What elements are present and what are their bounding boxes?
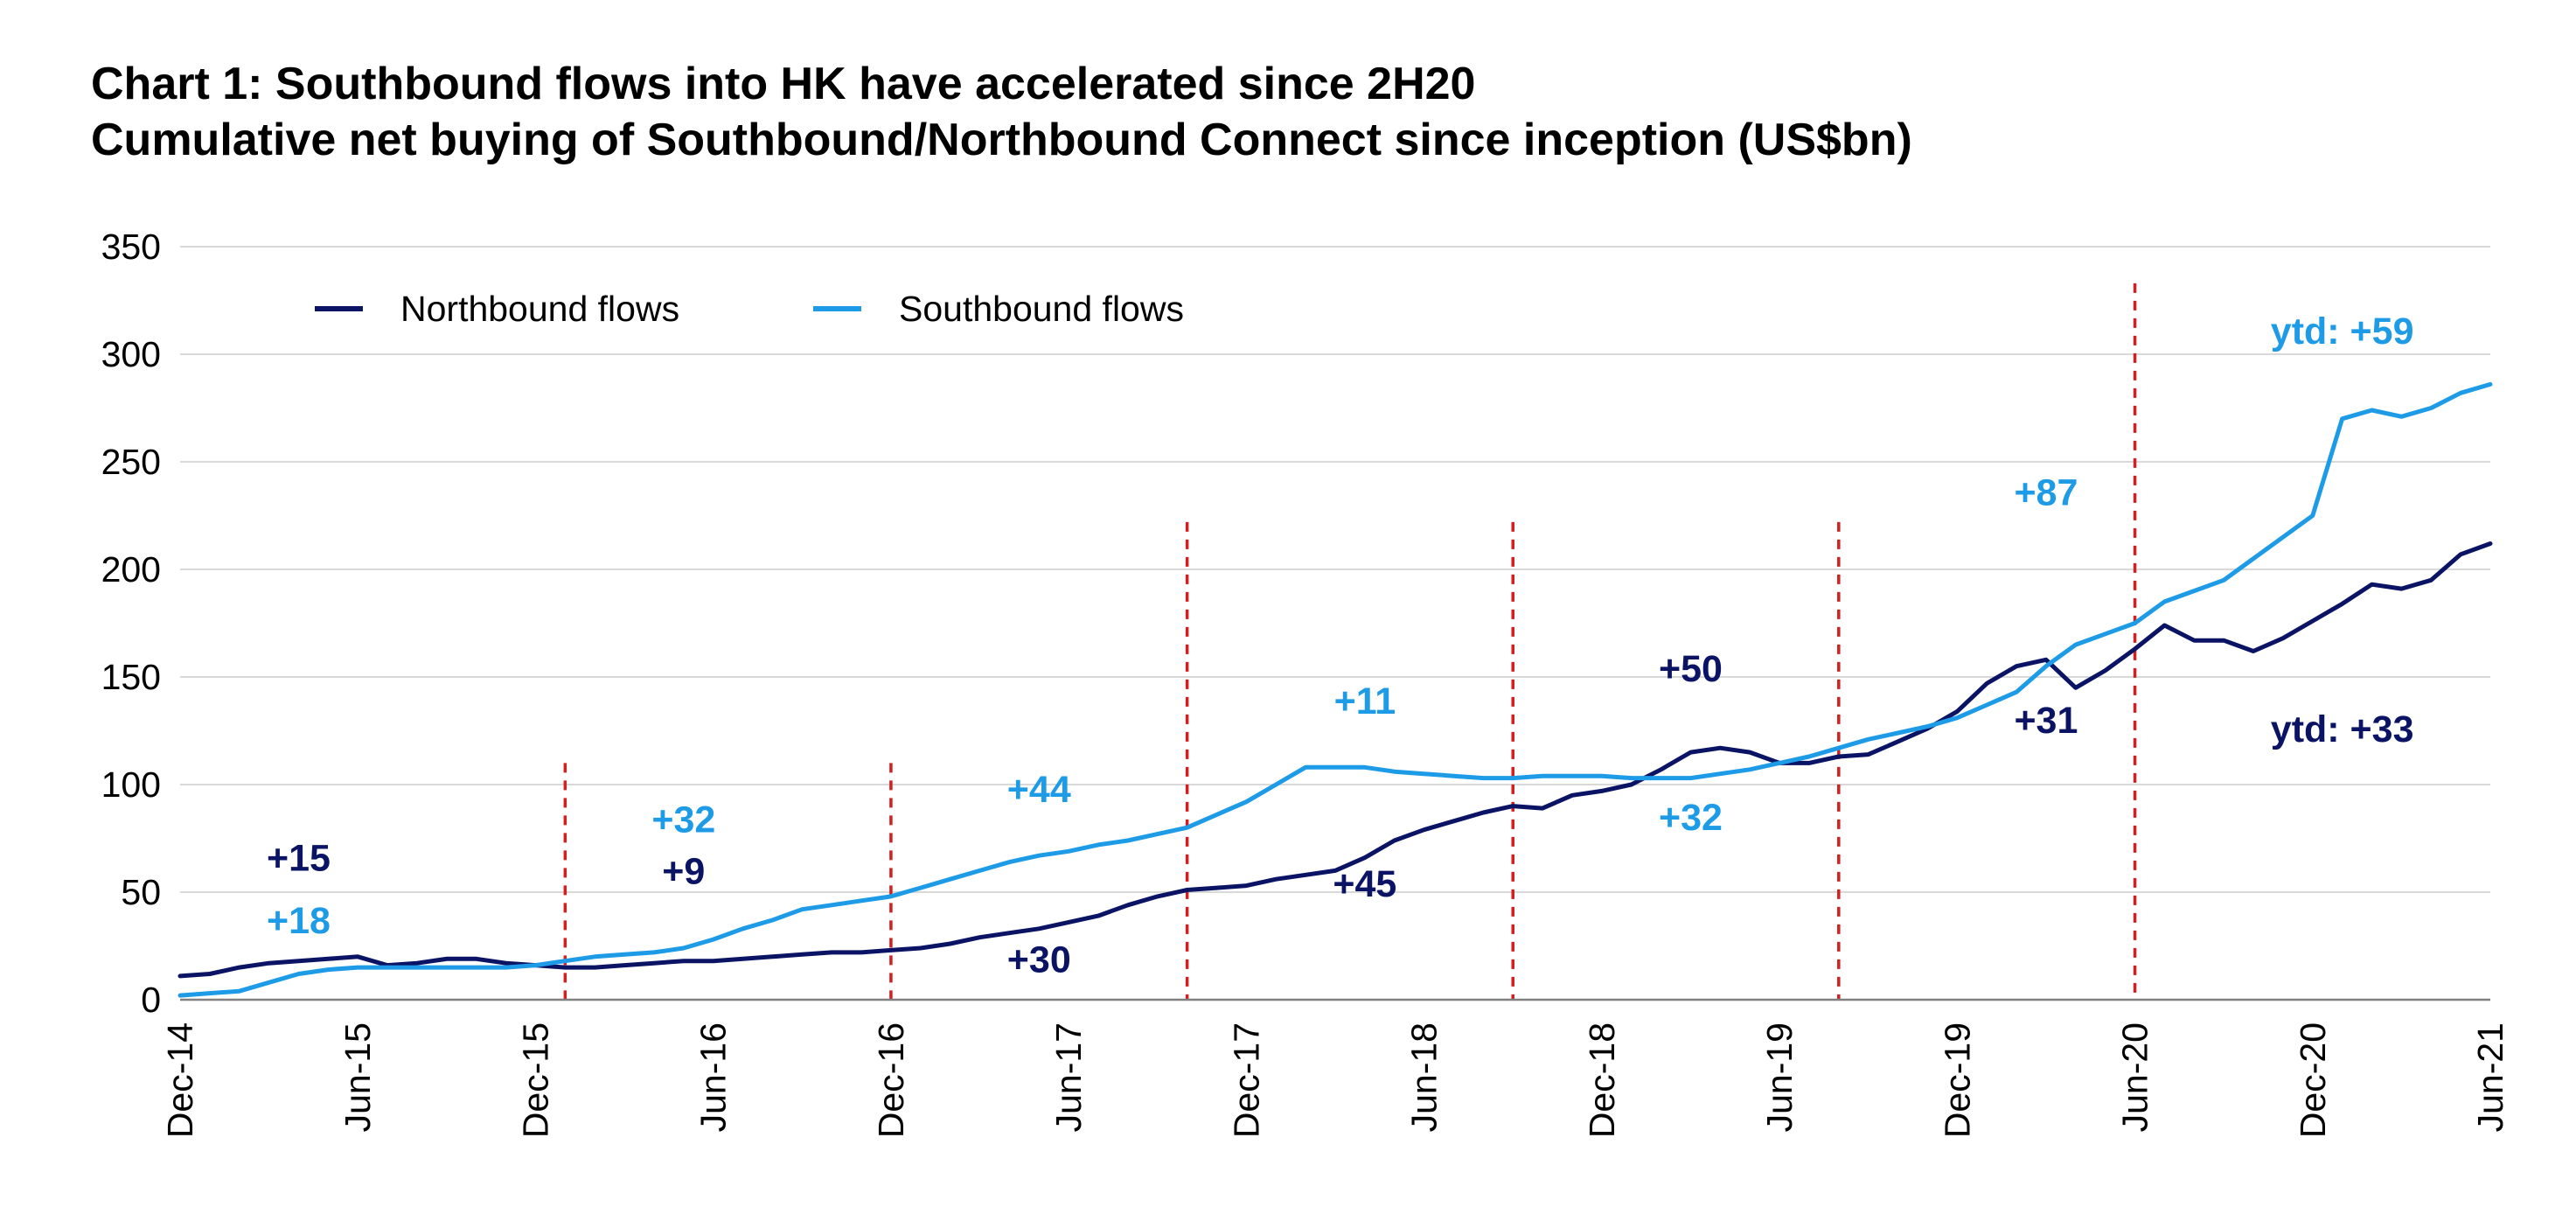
y-tick-label: 100 [101,764,161,805]
x-tick-label: Dec-17 [1226,1022,1266,1138]
legend-label: Southbound flows [899,289,1184,329]
y-tick-label: 50 [121,872,161,912]
annotation-label: +44 [1007,769,1071,811]
y-axis-ticks: 0 50 100 150 200 250 300 350 [101,227,161,1020]
x-tick-label: Dec-19 [1937,1022,1977,1138]
chart-subtitle: Cumulative net buying of Southbound/Nort… [91,115,1912,165]
x-tick-label: Jun-20 [2115,1022,2155,1132]
legend-label: Northbound flows [400,289,679,329]
x-axis-ticks: Dec-14 Jun-15 Dec-15 Jun-16 Dec-16 Jun-17 Dec-… [160,1022,2510,1138]
legend: Northbound flows Southbound flows [315,289,1184,329]
annotations: +15 +18 +32 +9 +44 +30 +11 +45 +50 +32 +87 +31 ytd: … [267,310,2413,980]
y-tick-label: 0 [141,980,161,1020]
x-tick-label: Jun-19 [1759,1022,1800,1132]
x-tick-label: Jun-18 [1404,1022,1445,1132]
annotation-label: +15 [267,838,331,880]
annotation-label: ytd: +59 [2271,310,2414,352]
series-lines [178,381,2493,998]
gridlines [180,246,2490,893]
annotation-label: +9 [662,850,705,892]
annotation-label: +11 [1334,680,1396,722]
chart-title: Chart 1: Southbound flows into HK have a… [91,59,1476,109]
y-tick-label: 200 [101,549,161,590]
annotation-label: +50 [1659,648,1723,690]
annotation-label: +30 [1007,938,1071,980]
annotation-label: +87 [2014,471,2078,513]
y-tick-label: 350 [101,227,161,267]
x-tick-label: Dec-20 [2293,1022,2333,1138]
x-tick-label: Dec-16 [871,1022,911,1138]
annotation-label: +32 [651,799,715,841]
x-tick-label: Dec-15 [516,1022,556,1138]
series-line-southbound-flows [178,381,2493,998]
x-tick-label: Dec-14 [160,1022,200,1138]
x-tick-label: Jun-21 [2470,1022,2510,1132]
series-line-northbound-flows [178,541,2493,979]
y-tick-label: 300 [101,334,161,374]
x-tick-label: Dec-18 [1582,1022,1622,1138]
x-tick-label: Jun-16 [693,1022,734,1132]
annotation-label: ytd: +33 [2271,708,2414,750]
x-tick-label: Jun-15 [338,1022,378,1132]
annotation-label: +31 [2014,700,2078,742]
annotation-label: +18 [267,900,331,942]
annotation-label: +32 [1659,797,1723,839]
y-tick-label: 250 [101,442,161,482]
y-tick-label: 150 [101,657,161,697]
annotation-label: +45 [1333,863,1396,905]
x-tick-label: Jun-17 [1048,1022,1089,1132]
